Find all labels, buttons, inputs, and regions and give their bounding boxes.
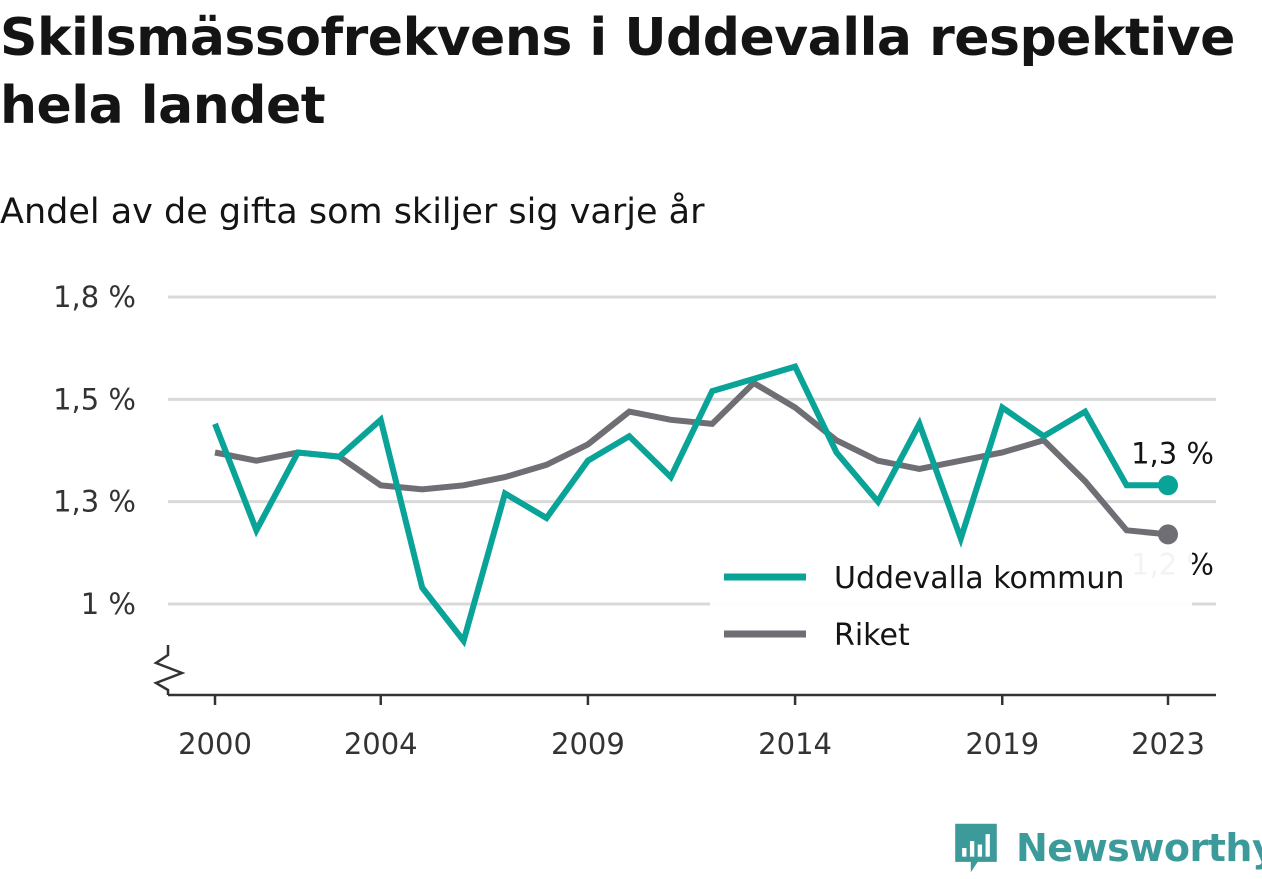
x-tick-label: 2023	[1131, 727, 1205, 761]
newsworthy-brand[interactable]: Newsworthy	[950, 818, 1262, 878]
end-point-marker	[1158, 524, 1178, 545]
legend: Uddevalla kommun Riket	[710, 548, 1192, 656]
newsworthy-logo-icon	[955, 823, 997, 873]
chart-subtitle: Andel av de gifta som skiljer sig varje …	[0, 192, 705, 232]
y-tick-label: 1,3 %	[53, 485, 136, 519]
x-tick-label: 2004	[344, 727, 418, 761]
x-axis: 2000 2004 2009 2014 2019 2023	[168, 693, 1216, 761]
legend-label: Uddevalla kommun	[834, 561, 1124, 596]
end-point-marker	[1158, 475, 1178, 496]
legend-box	[710, 548, 1192, 656]
y-axis: 1 % 1,3 % 1,5 % 1,8 %	[53, 280, 186, 695]
x-tick-label: 2019	[965, 727, 1039, 761]
series-layer	[212, 362, 1178, 648]
y-tick-label: 1,5 %	[53, 382, 136, 416]
x-tick-label: 2014	[758, 727, 832, 761]
x-tick-label: 2009	[551, 727, 625, 761]
y-tick-label: 1,8 %	[53, 280, 136, 314]
series-line-riket	[214, 379, 1169, 538]
y-tick-label: 1 %	[81, 587, 136, 621]
series-line-uddevalla-kommun	[212, 362, 1168, 648]
end-value-label: 1,3 %	[1131, 436, 1214, 470]
x-tick-label: 2000	[178, 727, 252, 761]
axis-break-icon	[153, 645, 186, 695]
legend-label: Riket	[834, 618, 910, 653]
brand-name: Newsworthy	[1016, 826, 1262, 870]
chart-title: Skilsmässofrekvens i Uddevalla respektiv…	[0, 8, 1235, 136]
